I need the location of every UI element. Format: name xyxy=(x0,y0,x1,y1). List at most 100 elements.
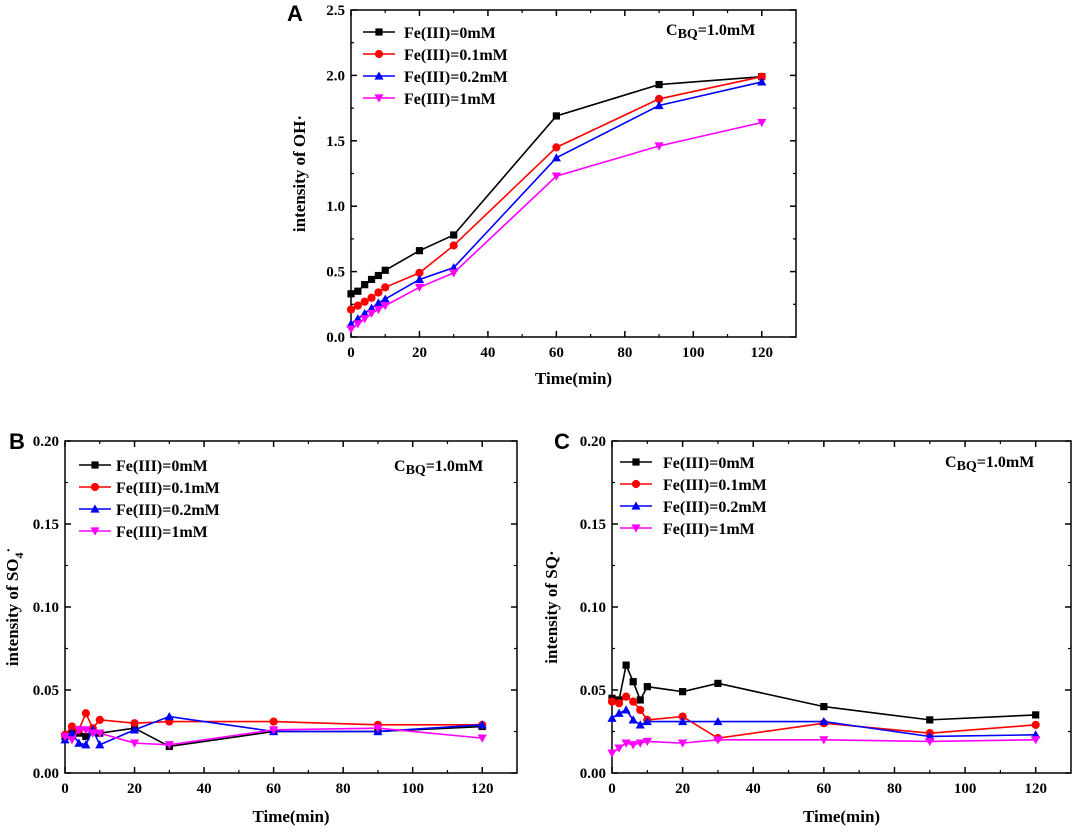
x-tick-label: 0 xyxy=(347,345,355,361)
y-axis-label-main: intensity of SO xyxy=(3,558,22,666)
data-point xyxy=(926,716,934,724)
data-point xyxy=(67,736,77,745)
x-tick-label: 60 xyxy=(266,781,281,797)
data-point xyxy=(635,720,645,729)
series-feiii0mm xyxy=(608,661,1040,724)
x-tick-label: 60 xyxy=(549,345,564,361)
x-tick-label: 40 xyxy=(746,781,761,797)
data-point xyxy=(373,298,383,307)
data-point xyxy=(642,716,652,726)
legend-marker xyxy=(90,504,100,513)
data-point xyxy=(622,661,630,669)
data-point xyxy=(81,709,90,718)
data-point xyxy=(129,739,140,748)
data-point xyxy=(353,314,363,323)
data-point xyxy=(449,263,459,272)
data-point xyxy=(552,143,561,152)
data-point xyxy=(450,231,458,239)
data-point xyxy=(643,683,651,691)
data-point xyxy=(67,722,77,731)
y-axis-label: intensity of OH· xyxy=(290,115,309,232)
data-point xyxy=(925,737,935,747)
data-point xyxy=(629,678,637,686)
x-tick-label: 100 xyxy=(682,345,705,361)
legend-marker xyxy=(375,28,383,36)
data-point xyxy=(629,697,638,706)
annotation-subscript: BQ xyxy=(406,463,426,478)
chart-panel-c: C 0 20 40 60 80 100 120 0.00 0.05 0.10 0.15 0.20 Time… xyxy=(542,429,1072,826)
data-point xyxy=(654,142,664,151)
concentration-annotation: CBQ=1.0mM xyxy=(945,454,1034,474)
series-feiii1mm xyxy=(346,118,767,334)
y-axis-label: intensity of SO4· xyxy=(2,548,26,666)
legend-label: Fe(III)=0.1mM xyxy=(116,480,220,497)
data-point xyxy=(60,732,70,742)
legend-marker xyxy=(374,94,384,103)
data-point xyxy=(614,699,624,708)
y-tick-label: 2.0 xyxy=(326,68,345,84)
data-point xyxy=(622,692,631,701)
data-point xyxy=(654,94,664,104)
data-point xyxy=(88,729,98,738)
data-point xyxy=(95,740,105,749)
data-point xyxy=(757,77,767,86)
legend-label: Fe(III)=1mM xyxy=(663,521,755,538)
data-point xyxy=(551,172,561,181)
data-point xyxy=(477,734,487,743)
legend-marker xyxy=(632,458,640,466)
data-point xyxy=(374,271,382,280)
data-point xyxy=(621,705,631,714)
legend-marker xyxy=(374,49,384,59)
y-tick-label: 0.05 xyxy=(33,683,59,699)
data-point xyxy=(1031,720,1040,729)
data-point xyxy=(346,319,356,328)
data-point xyxy=(129,725,140,734)
legend: Fe(III)=0mM Fe(III)=0.1mM Fe(III)=0.2mM Fe(… xyxy=(620,455,767,538)
data-point xyxy=(757,72,766,81)
data-point xyxy=(607,697,617,706)
y-axis-label-superscript: · xyxy=(2,548,17,553)
data-point xyxy=(628,715,638,724)
data-point xyxy=(269,717,278,726)
panel-label: A xyxy=(287,1,303,26)
data-point xyxy=(354,287,362,295)
data-point xyxy=(346,305,356,314)
legend-label: Fe(III)=0.1mM xyxy=(404,47,508,64)
data-point xyxy=(449,269,459,278)
data-point xyxy=(269,726,279,735)
data-point xyxy=(381,266,389,274)
x-tick-label: 0 xyxy=(61,781,69,797)
data-point xyxy=(367,275,376,284)
y-tick-label: 0.00 xyxy=(33,766,59,782)
x-axis-label: Time(min) xyxy=(252,807,329,826)
x-tick-label: 40 xyxy=(197,781,212,797)
y-tick-label: 0.00 xyxy=(580,766,606,782)
y-tick-label: 0.20 xyxy=(33,434,59,450)
y-tick-label: 0.10 xyxy=(33,600,59,616)
x-tick-label: 80 xyxy=(336,781,351,797)
series-feiii1mm xyxy=(60,724,487,750)
y-axis-label-main: intensity of SQ· xyxy=(542,550,561,663)
annotation-main: C xyxy=(666,22,678,39)
data-point xyxy=(713,736,723,745)
series-feiii02mm xyxy=(607,705,1041,741)
legend-marker xyxy=(631,479,641,489)
y-tick-label: 1.5 xyxy=(326,134,345,150)
data-point xyxy=(415,268,424,278)
x-tick-label: 100 xyxy=(401,781,424,797)
annotation-tail: =1.0mM xyxy=(977,454,1035,471)
data-point xyxy=(95,715,104,724)
data-point xyxy=(367,293,376,302)
legend-marker xyxy=(90,482,100,492)
data-point xyxy=(552,112,560,120)
annotation-subscript: BQ xyxy=(957,459,977,474)
data-point xyxy=(678,739,688,748)
y-axis-label: intensity of SQ· xyxy=(542,550,561,663)
y-tick-label: 0.20 xyxy=(580,434,606,450)
data-point xyxy=(415,247,424,255)
y-tick-label: 1.0 xyxy=(326,199,345,215)
legend-label: Fe(III)=0.1mM xyxy=(663,477,767,494)
data-point xyxy=(678,712,687,721)
x-tick-label: 0 xyxy=(608,781,616,797)
